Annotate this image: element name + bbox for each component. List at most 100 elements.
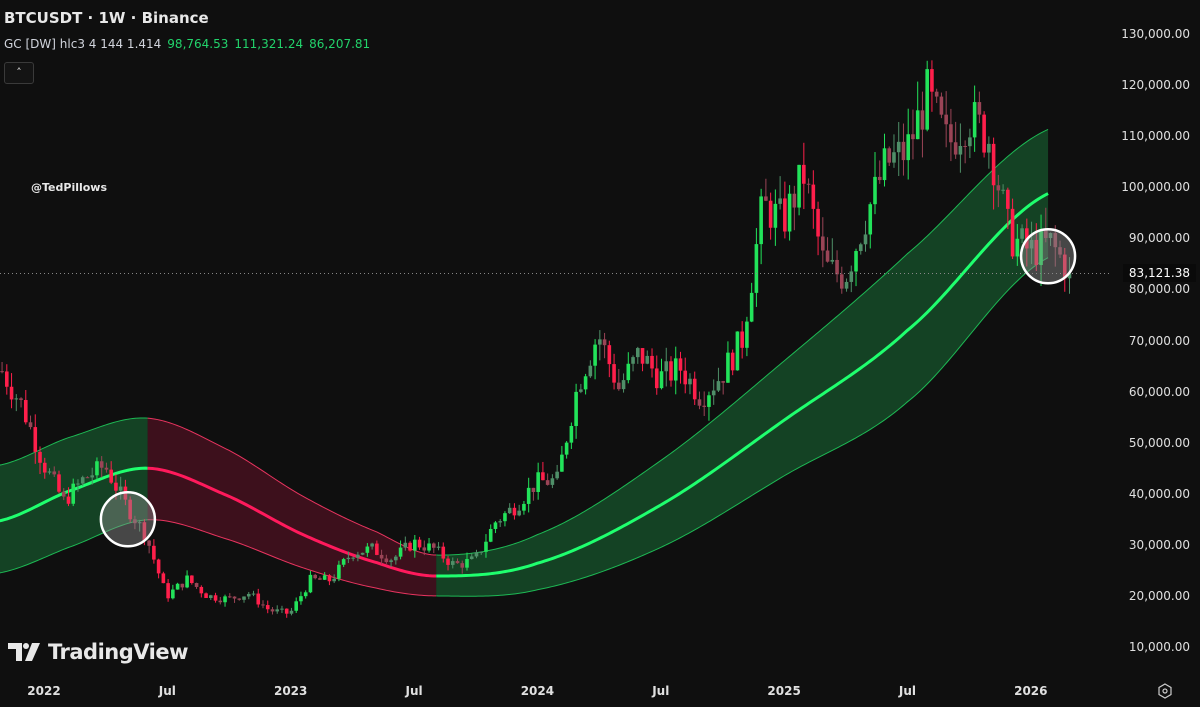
candle [204,592,208,599]
candle-body [237,598,242,600]
candle-body [431,543,436,548]
candle-body [280,608,284,610]
candle [825,237,830,263]
candle-body [261,604,265,606]
indicator-lower-value: 86,207.81 [309,37,371,51]
candle-body [488,528,493,542]
candle-body [963,145,967,147]
candle [1039,214,1043,286]
candle-body [128,499,132,520]
candle-body [460,563,465,568]
chevron-up-icon: ˄ [16,66,22,79]
candle [593,339,597,380]
candle-body [849,271,854,282]
candle [949,108,953,162]
candle-body [57,474,61,492]
candle-body [901,141,906,161]
candle [560,446,564,472]
candle [555,464,559,480]
candle-body [498,521,503,523]
candle [896,122,901,177]
candle-body [1020,228,1024,239]
candle-body [9,386,14,400]
candle [683,357,688,394]
candle-body [199,586,204,594]
candle [602,332,607,359]
candle [607,340,612,378]
candle [631,355,635,372]
tradingview-logo[interactable]: TradingView [8,640,188,664]
candle [982,111,986,158]
candle-body [930,69,934,92]
annotations [99,227,1077,548]
candle-body [711,390,716,396]
candle-body [95,461,99,476]
candle [128,496,132,523]
candle-body [773,203,778,228]
gear-icon[interactable] [1157,683,1173,699]
candle-body [322,575,327,580]
candle-body [783,198,787,232]
candle [939,92,944,119]
candle [80,475,85,486]
candle [465,552,469,571]
candle [289,607,294,616]
candle-body [579,389,583,392]
candle-body [137,522,142,524]
candle-body [598,339,602,345]
candle [479,551,484,555]
candle [754,228,759,307]
candle-body [768,200,773,228]
candle-body [455,561,460,564]
candle [227,593,232,598]
candle-body [1043,229,1048,239]
candle [507,503,512,515]
candle-body [469,556,474,560]
collapse-legend-button[interactable]: ˄ [4,62,34,84]
candle-body [85,477,90,479]
candle [375,540,379,556]
gc-band [0,128,1049,597]
x-tick-label: 2025 [767,684,801,698]
candle-body [749,292,754,322]
candle [498,519,503,528]
candle [531,487,536,501]
candle-body [0,371,4,373]
candle-body [958,145,963,155]
candle-body [246,593,251,597]
candle-body [858,244,863,252]
candle-body [142,522,147,541]
band-upper-line [436,128,1049,556]
candle [469,553,474,560]
candle-body [1062,254,1067,279]
candle [199,585,204,598]
candle-body [52,471,57,475]
candle-body [583,376,588,390]
indicator-mid-value: 98,764.53 [167,37,229,51]
indicator-upper-value: 111,321.24 [234,37,304,51]
y-tick-label: 60,000.00 [1128,384,1190,399]
candle [996,174,1001,208]
candle [275,605,280,614]
candle-body [227,596,232,598]
candle-body [303,592,308,597]
candle-body [839,274,844,289]
candle-body [332,578,336,582]
candle [934,88,939,103]
candle-body [327,575,332,582]
candle-body [185,575,189,588]
candle [308,570,313,594]
candle [351,556,355,562]
indicator-legend[interactable]: GC [DW] hlc3 4 144 1.414 98,764.53 111,321… [4,37,370,51]
candle [493,521,498,534]
candle [394,555,398,565]
candle [95,457,99,481]
candle-body [465,559,469,568]
candle-body [441,546,446,559]
candle-body [422,547,427,551]
candle-body [394,556,398,561]
candle-body [797,164,801,208]
candle-body [740,331,744,348]
candle [284,608,289,618]
